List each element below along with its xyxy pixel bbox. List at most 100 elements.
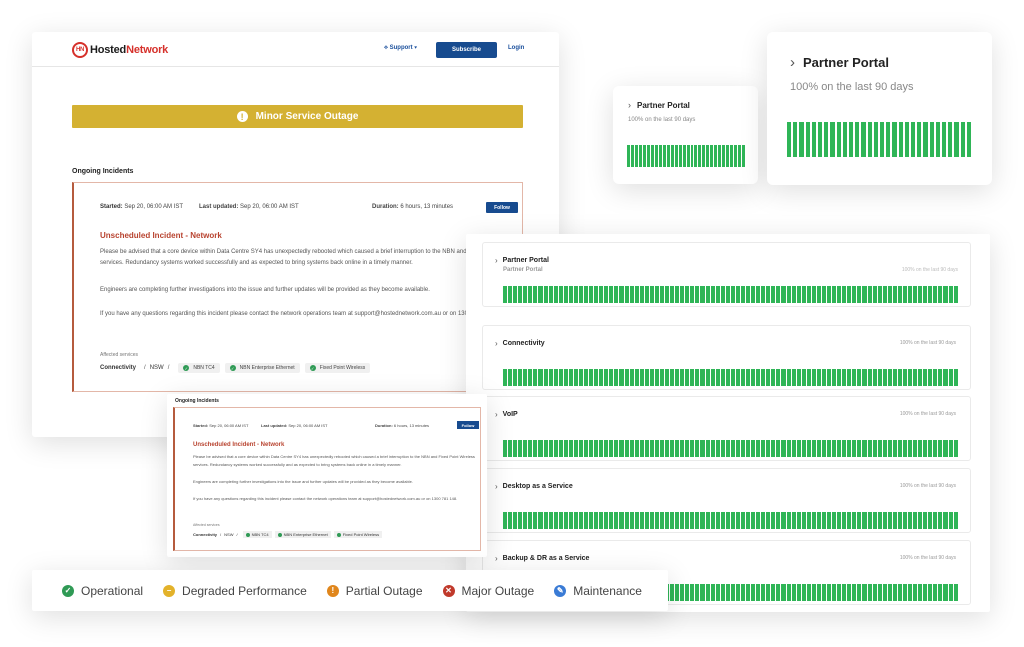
uptime-day-bar[interactable] [791, 584, 796, 601]
uptime-day-bar[interactable] [513, 512, 518, 529]
uptime-day-bar[interactable] [880, 122, 885, 157]
uptime-day-bar[interactable] [771, 286, 776, 303]
uptime-day-bar[interactable] [680, 512, 685, 529]
uptime-day-bar[interactable] [695, 286, 700, 303]
uptime-day-bar[interactable] [948, 369, 953, 386]
uptime-day-bar[interactable] [882, 584, 887, 601]
uptime-day-bar[interactable] [690, 145, 694, 167]
uptime-day-bar[interactable] [918, 440, 923, 457]
support-menu[interactable]: ⟡ Support ▾ [384, 45, 417, 52]
uptime-day-bar[interactable] [953, 369, 958, 386]
uptime-day-bar[interactable] [837, 286, 842, 303]
uptime-day-bar[interactable] [675, 512, 680, 529]
uptime-day-bar[interactable] [776, 512, 781, 529]
uptime-day-bar[interactable] [523, 440, 528, 457]
uptime-day-bar[interactable] [786, 369, 791, 386]
uptime-day-bar[interactable] [832, 440, 837, 457]
uptime-day-bar[interactable] [563, 440, 568, 457]
uptime-day-bar[interactable] [599, 440, 604, 457]
uptime-day-bar[interactable] [649, 440, 654, 457]
uptime-day-bar[interactable] [882, 286, 887, 303]
uptime-day-bar[interactable] [634, 369, 639, 386]
uptime-day-bar[interactable] [705, 369, 710, 386]
uptime-day-bar[interactable] [627, 145, 630, 167]
uptime-day-bar[interactable] [942, 122, 947, 157]
uptime-day-bar[interactable] [938, 440, 943, 457]
uptime-day-bar[interactable] [908, 286, 913, 303]
uptime-day-bar[interactable] [702, 145, 706, 167]
uptime-day-bar[interactable] [781, 440, 786, 457]
uptime-day-bar[interactable] [923, 584, 928, 601]
uptime-day-bar[interactable] [781, 286, 786, 303]
uptime-day-bar[interactable] [902, 369, 907, 386]
uptime-day-bar[interactable] [690, 286, 695, 303]
uptime-day-bar[interactable] [710, 584, 715, 601]
uptime-day-bar[interactable] [918, 286, 923, 303]
uptime-day-bar[interactable] [634, 145, 638, 167]
uptime-day-bar[interactable] [614, 369, 619, 386]
uptime-day-bar[interactable] [629, 286, 634, 303]
uptime-day-bar[interactable] [852, 512, 857, 529]
uptime-day-bar[interactable] [720, 512, 725, 529]
uptime-day-bar[interactable] [563, 512, 568, 529]
uptime-day-bar[interactable] [695, 584, 700, 601]
uptime-day-bar[interactable] [806, 512, 811, 529]
service-row[interactable]: › VoIP 100% on the last 90 days [482, 396, 971, 461]
uptime-day-bar[interactable] [568, 512, 573, 529]
uptime-day-bar[interactable] [518, 286, 523, 303]
uptime-day-bar[interactable] [816, 584, 821, 601]
uptime-day-bar[interactable] [740, 512, 745, 529]
uptime-day-bar[interactable] [837, 440, 842, 457]
uptime-day-bar[interactable] [897, 440, 902, 457]
uptime-day-bar[interactable] [735, 369, 740, 386]
uptime-day-bar[interactable] [887, 512, 892, 529]
uptime-day-bar[interactable] [852, 584, 857, 601]
uptime-day-bar[interactable] [604, 512, 609, 529]
uptime-day-bar[interactable] [943, 440, 948, 457]
uptime-day-bar[interactable] [513, 440, 518, 457]
uptime-day-bar[interactable] [705, 286, 710, 303]
uptime-day-bar[interactable] [553, 440, 558, 457]
uptime-day-bar[interactable] [872, 369, 877, 386]
uptime-day-bar[interactable] [842, 369, 847, 386]
uptime-day-bar[interactable] [644, 369, 649, 386]
uptime-day-bar[interactable] [649, 512, 654, 529]
uptime-day-bar[interactable] [528, 369, 533, 386]
uptime-day-bar[interactable] [953, 584, 958, 601]
uptime-day-bar[interactable] [857, 512, 862, 529]
uptime-day-bar[interactable] [685, 512, 690, 529]
uptime-day-bar[interactable] [720, 369, 725, 386]
uptime-day-bar[interactable] [503, 286, 508, 303]
uptime-day-bar[interactable] [670, 440, 675, 457]
uptime-day-bar[interactable] [933, 584, 938, 601]
uptime-day-bar[interactable] [589, 369, 594, 386]
uptime-day-bar[interactable] [558, 440, 563, 457]
uptime-day-bar[interactable] [882, 512, 887, 529]
uptime-day-bar[interactable] [659, 286, 664, 303]
uptime-day-bar[interactable] [862, 286, 867, 303]
uptime-day-bar[interactable] [806, 286, 811, 303]
uptime-day-bar[interactable] [538, 369, 543, 386]
uptime-day-bar[interactable] [877, 512, 882, 529]
uptime-day-bar[interactable] [897, 286, 902, 303]
uptime-day-bar[interactable] [619, 512, 624, 529]
uptime-day-bar[interactable] [816, 369, 821, 386]
uptime-day-bar[interactable] [862, 369, 867, 386]
uptime-day-bar[interactable] [917, 122, 922, 157]
uptime-day-bar[interactable] [639, 512, 644, 529]
uptime-day-bar[interactable] [735, 512, 740, 529]
uptime-day-bar[interactable] [654, 440, 659, 457]
uptime-day-bar[interactable] [654, 369, 659, 386]
uptime-day-bar[interactable] [791, 512, 796, 529]
uptime-day-bar[interactable] [913, 512, 918, 529]
uptime-day-bar[interactable] [928, 369, 933, 386]
uptime-day-bar[interactable] [933, 440, 938, 457]
uptime-day-bar[interactable] [599, 369, 604, 386]
uptime-day-bar[interactable] [781, 512, 786, 529]
uptime-day-bar[interactable] [842, 584, 847, 601]
uptime-day-bar[interactable] [892, 440, 897, 457]
uptime-day-bar[interactable] [908, 584, 913, 601]
uptime-day-bar[interactable] [847, 584, 852, 601]
uptime-day-bar[interactable] [533, 440, 538, 457]
uptime-day-bar[interactable] [933, 512, 938, 529]
